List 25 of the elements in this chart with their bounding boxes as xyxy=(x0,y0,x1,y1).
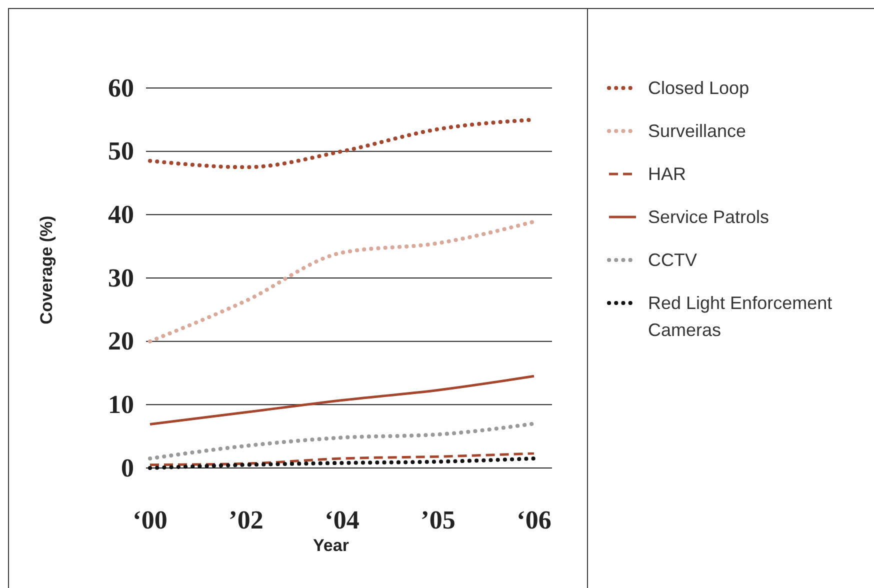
y-tick-label: 60 xyxy=(108,73,134,102)
x-tick-label: ‘04 xyxy=(324,505,360,534)
y-axis-title: Coverage (%) xyxy=(37,216,56,324)
line-series xyxy=(148,452,536,466)
x-tick-label: ’02 xyxy=(228,505,264,534)
y-tick-label: 10 xyxy=(108,390,134,419)
y-tick-label: 20 xyxy=(108,326,134,356)
y-tick-label: 30 xyxy=(108,263,134,292)
line-series xyxy=(148,374,536,426)
legend-label: Red Light Enforcement Cameras xyxy=(648,293,832,340)
legend-label: Closed Loop xyxy=(648,78,750,98)
legend-label: Surveillance xyxy=(648,121,746,141)
line-series xyxy=(148,422,536,460)
y-tick-label: 40 xyxy=(108,200,134,229)
legend-label: CCTV xyxy=(648,250,697,270)
x-tick-label: ‘00 xyxy=(132,505,168,534)
line-series xyxy=(148,220,536,344)
x-tick-label: ’05 xyxy=(420,505,456,534)
legend-label: HAR xyxy=(648,164,686,184)
y-tick-label: 50 xyxy=(108,136,134,166)
x-axis-title: Year xyxy=(313,536,350,555)
line-series xyxy=(148,456,536,470)
y-tick-label: 0 xyxy=(121,453,134,482)
x-tick-label: ‘06 xyxy=(516,505,552,534)
legend-label: Service Patrols xyxy=(648,207,770,227)
